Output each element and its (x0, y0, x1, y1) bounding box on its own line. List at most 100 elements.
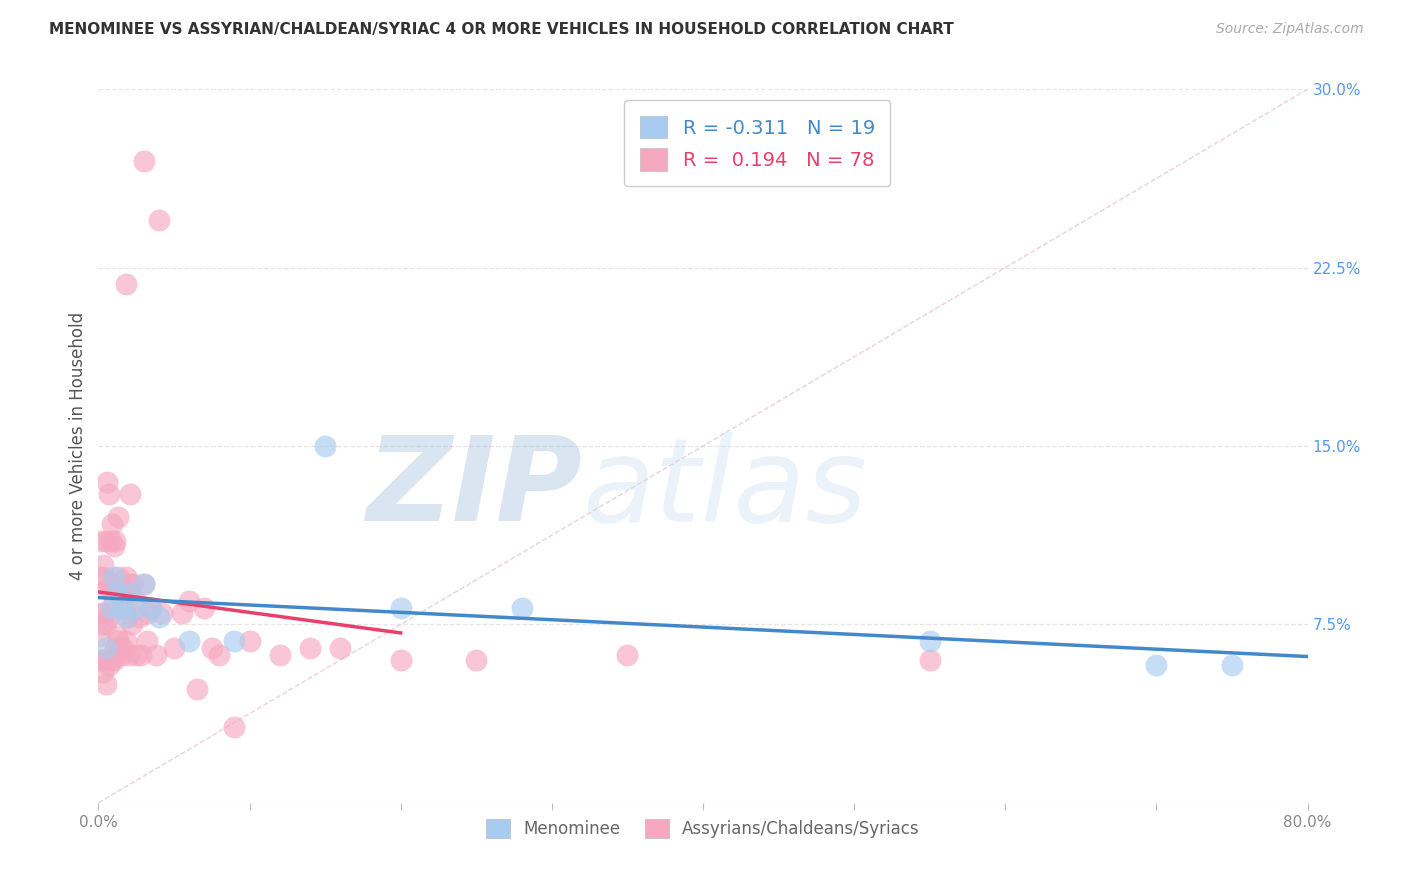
Point (98, 486, 121, 500)
Point (118, 577, 141, 591)
Point (100, 582, 122, 596)
Point (1144, 657, 1167, 672)
Point (132, 153, 155, 168)
Point (299, 641, 322, 656)
Point (120, 486, 142, 500)
Point (104, 534, 127, 549)
Point (98, 657, 121, 672)
Point (101, 648, 124, 663)
Point (89, 570, 111, 584)
Point (93, 653, 115, 667)
Y-axis label: 4 or more Vehicles in Household: 4 or more Vehicles in Household (69, 312, 87, 580)
Point (179, 634, 201, 648)
Point (389, 600, 412, 615)
Point (93, 606, 115, 620)
Point (510, 600, 533, 615)
Point (96, 475, 118, 489)
Point (193, 600, 215, 615)
Point (465, 653, 488, 667)
Point (112, 600, 135, 615)
Point (141, 600, 163, 615)
Point (141, 600, 163, 615)
Point (132, 577, 155, 591)
Point (125, 600, 148, 615)
Point (224, 634, 246, 648)
Point (208, 648, 231, 663)
Point (100, 653, 122, 667)
Point (90, 534, 112, 549)
Point (91, 665, 114, 679)
Point (90, 606, 112, 620)
Point (114, 610, 136, 624)
Point (111, 641, 134, 656)
Point (107, 570, 129, 584)
Point (145, 648, 167, 663)
Point (101, 577, 124, 591)
Point (118, 586, 141, 600)
Point (107, 634, 129, 648)
Point (122, 577, 145, 591)
Text: MENOMINEE VS ASSYRIAN/CHALDEAN/SYRIAC 4 OR MORE VEHICLES IN HOUSEHOLD CORRELATIO: MENOMINEE VS ASSYRIAN/CHALDEAN/SYRIAC 4 … (49, 22, 953, 37)
Point (125, 648, 148, 663)
Point (96, 653, 118, 667)
Point (163, 641, 186, 656)
Point (918, 634, 941, 648)
Point (94, 677, 117, 691)
Point (239, 634, 262, 648)
Point (150, 606, 173, 620)
Point (118, 648, 141, 663)
Point (115, 610, 138, 624)
Point (148, 213, 170, 227)
Legend: Menominee, Assyrians/Chaldeans/Syriacs: Menominee, Assyrians/Chaldeans/Syriacs (479, 812, 927, 845)
Point (105, 629, 128, 643)
Point (186, 681, 208, 696)
Point (125, 593, 148, 607)
Point (114, 277, 136, 292)
Point (132, 577, 155, 591)
Point (1220, 657, 1243, 672)
Point (111, 582, 134, 596)
Point (94, 617, 117, 632)
Text: atlas: atlas (582, 432, 868, 546)
Point (179, 593, 201, 607)
Point (108, 586, 131, 600)
Point (129, 648, 152, 663)
Point (110, 586, 132, 600)
Point (90, 653, 112, 667)
Point (104, 641, 127, 656)
Point (100, 534, 122, 549)
Point (114, 570, 136, 584)
Point (269, 648, 291, 663)
Point (329, 641, 352, 656)
Point (110, 600, 132, 615)
Point (91, 558, 114, 572)
Point (105, 586, 128, 600)
Point (103, 539, 125, 553)
Point (148, 610, 170, 624)
Point (616, 648, 638, 663)
Point (103, 570, 125, 584)
Point (128, 610, 150, 624)
Point (98, 610, 121, 624)
Point (389, 653, 412, 667)
Point (91, 617, 114, 632)
Point (105, 582, 128, 596)
Point (136, 606, 159, 620)
Text: Source: ZipAtlas.com: Source: ZipAtlas.com (1216, 22, 1364, 37)
Point (121, 617, 143, 632)
Point (135, 634, 157, 648)
Point (108, 641, 131, 656)
Point (89, 629, 111, 643)
Point (96, 582, 118, 596)
Point (918, 653, 941, 667)
Point (94, 641, 117, 656)
Point (103, 593, 125, 607)
Point (314, 439, 336, 453)
Point (114, 634, 136, 648)
Point (201, 641, 224, 656)
Point (103, 653, 125, 667)
Point (170, 606, 193, 620)
Point (110, 648, 132, 663)
Text: ZIP: ZIP (366, 432, 582, 546)
Point (101, 517, 124, 532)
